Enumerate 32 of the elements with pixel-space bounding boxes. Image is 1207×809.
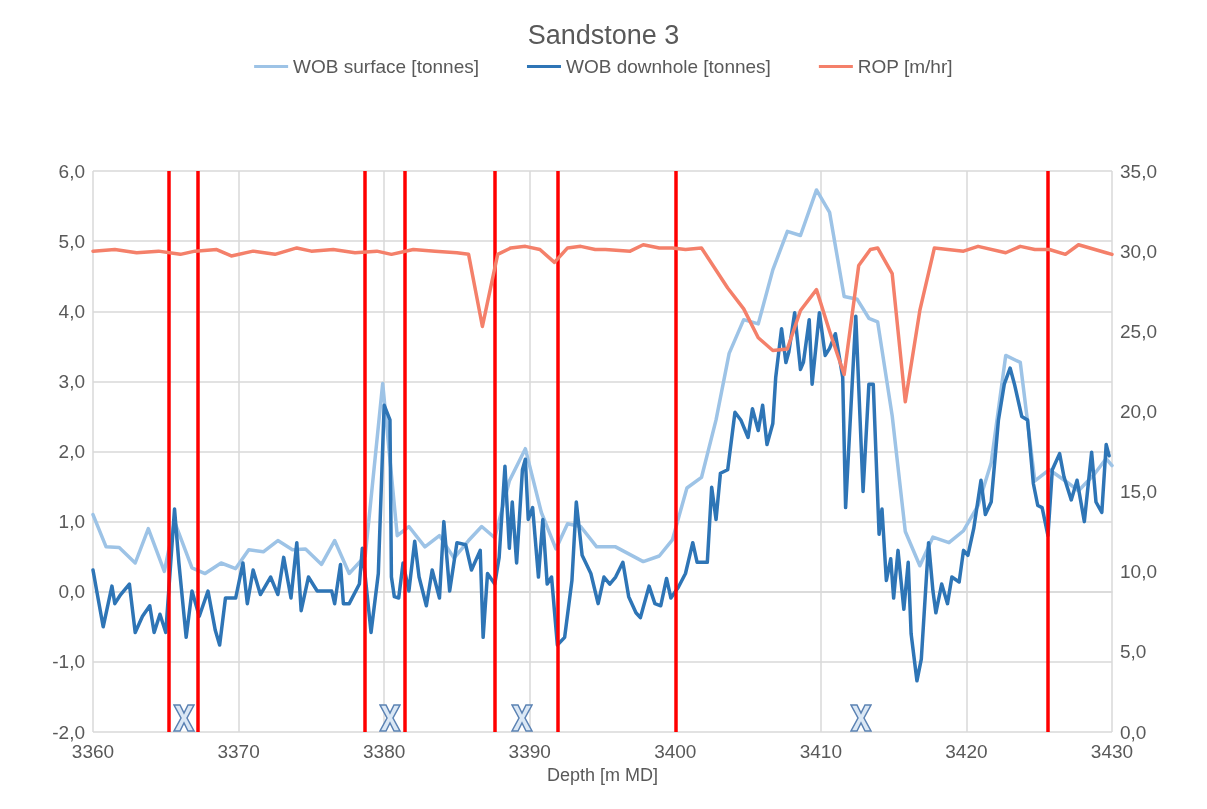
legend-label: ROP [m/hr] bbox=[857, 56, 953, 77]
y2-tick-label: 5,0 bbox=[1120, 641, 1147, 663]
x-tick-label: 3420 bbox=[945, 741, 988, 762]
x-tick-label: 3380 bbox=[363, 741, 406, 762]
legend-label: WOB downhole [tonnes] bbox=[565, 56, 771, 77]
y-tick-label: 2,0 bbox=[58, 441, 85, 462]
y-tick-label: 3,0 bbox=[58, 370, 85, 392]
x-tick-label: 3370 bbox=[217, 741, 260, 762]
y-tick-label: -1,0 bbox=[52, 651, 85, 673]
chart-title: Sandstone 3 bbox=[527, 19, 680, 50]
x-tick-label: 3430 bbox=[1090, 741, 1134, 762]
x-tick-label: 3390 bbox=[508, 741, 551, 762]
y-tick-label: 5,0 bbox=[58, 230, 85, 252]
x-tick-label: 3400 bbox=[654, 741, 697, 762]
y-tick-label: 1,0 bbox=[58, 511, 85, 533]
y2-tick-label: 10,0 bbox=[1120, 561, 1157, 583]
line-series bbox=[91, 310, 1111, 683]
y2-tick-label: 0,0 bbox=[1120, 721, 1147, 743]
line-series bbox=[91, 242, 1114, 404]
y2-tick-label: 35,0 bbox=[1120, 160, 1157, 182]
y-tick-label: -2,0 bbox=[52, 721, 85, 743]
y-tick-label: 0,0 bbox=[58, 581, 85, 603]
x-axis-title: Depth [m MD] bbox=[546, 764, 659, 785]
y-tick-label: 4,0 bbox=[58, 300, 85, 322]
y2-tick-label: 15,0 bbox=[1120, 481, 1157, 503]
x-tick-label: 3410 bbox=[799, 741, 842, 762]
y2-tick-label: 25,0 bbox=[1120, 320, 1157, 342]
y-tick-label: 6,0 bbox=[58, 160, 85, 182]
y2-tick-label: 20,0 bbox=[1120, 400, 1157, 422]
x-tick-label: 3360 bbox=[71, 741, 115, 762]
y2-tick-label: 30,0 bbox=[1120, 240, 1157, 262]
legend-label: WOB surface [tonnes] bbox=[293, 56, 479, 77]
